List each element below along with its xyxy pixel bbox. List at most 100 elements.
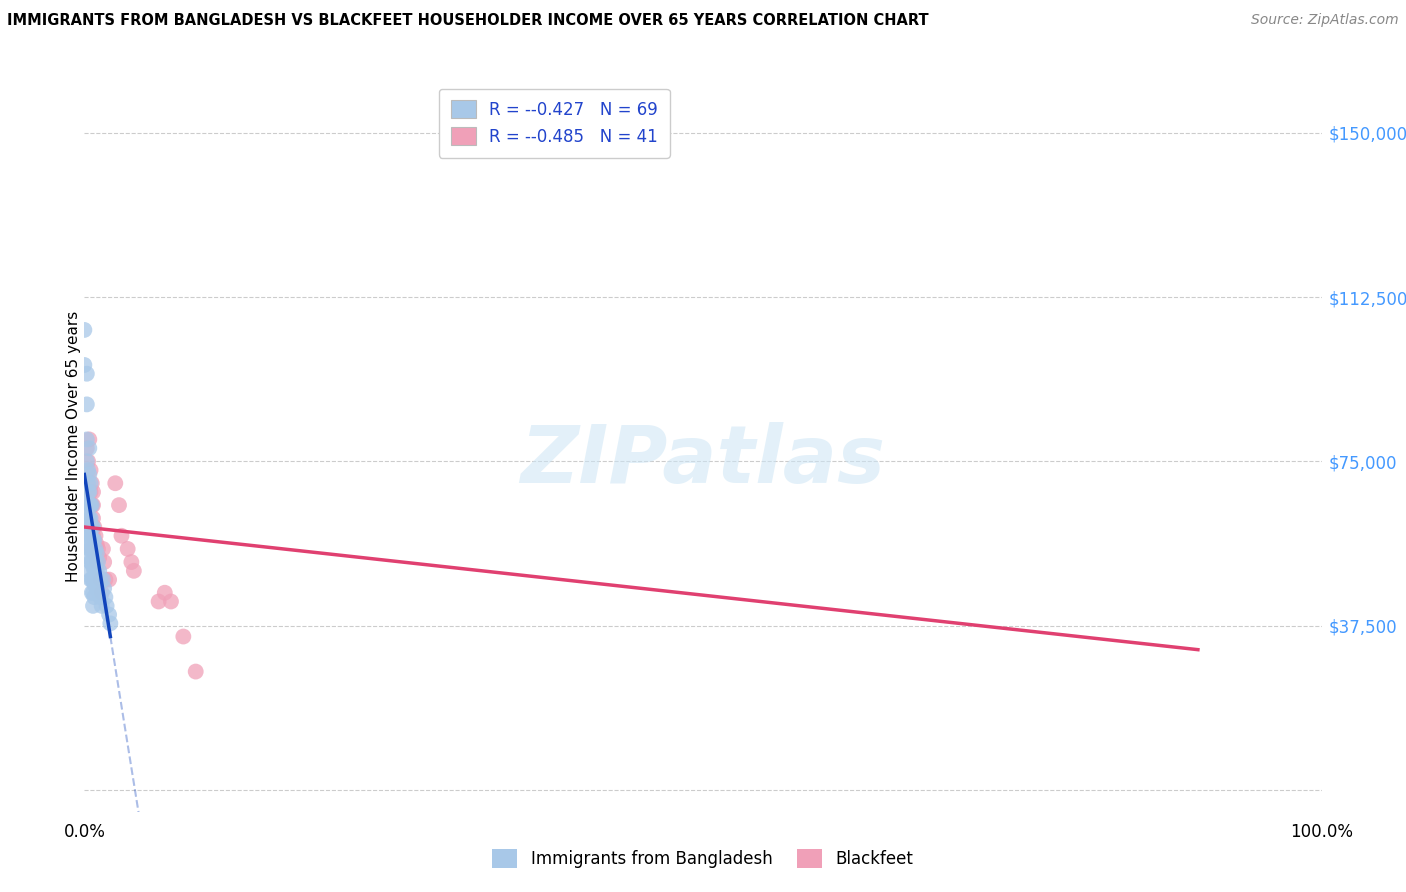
Point [79, 511, 101, 525]
Point [77, 463, 100, 477]
Point [79, 498, 101, 512]
Point [79, 541, 101, 556]
Point [83, 533, 105, 548]
Point [87, 555, 110, 569]
Point [86, 537, 108, 551]
Point [148, 594, 170, 608]
Point [89, 573, 111, 587]
Point [79, 476, 101, 491]
Point [80, 498, 103, 512]
Point [83, 564, 105, 578]
Point [91, 573, 114, 587]
Point [93, 555, 115, 569]
Text: ZIPatlas: ZIPatlas [520, 422, 886, 500]
Point [80, 555, 103, 569]
Point [76, 367, 98, 381]
Point [82, 520, 104, 534]
Point [89, 590, 111, 604]
Point [83, 546, 105, 560]
Point [160, 594, 183, 608]
Point [90, 599, 112, 613]
Text: Source: ZipAtlas.com: Source: ZipAtlas.com [1251, 13, 1399, 28]
Point [79, 498, 101, 512]
Point [79, 573, 101, 587]
Point [91, 541, 114, 556]
Point [77, 454, 100, 468]
Point [77, 476, 100, 491]
Point [79, 533, 101, 548]
Point [83, 590, 105, 604]
Point [82, 498, 104, 512]
Point [73, 358, 96, 372]
Point [80, 520, 103, 534]
Legend: Immigrants from Bangladesh, Blackfeet: Immigrants from Bangladesh, Blackfeet [485, 843, 921, 875]
Point [94, 573, 117, 587]
Point [86, 546, 108, 560]
Point [79, 520, 101, 534]
Point [84, 573, 107, 587]
Point [79, 541, 101, 556]
Point [89, 573, 111, 587]
Point [98, 607, 121, 622]
Point [77, 529, 100, 543]
Point [86, 564, 108, 578]
Point [98, 616, 121, 631]
Point [79, 498, 101, 512]
Point [84, 541, 107, 556]
Point [89, 550, 111, 565]
Point [80, 541, 103, 556]
Point [87, 541, 110, 556]
Point [86, 582, 108, 596]
Point [122, 564, 145, 578]
Point [82, 533, 104, 548]
Point [82, 585, 104, 599]
Point [80, 541, 103, 556]
Point [90, 585, 112, 599]
Point [104, 476, 127, 491]
Point [89, 564, 111, 578]
Point [77, 485, 100, 500]
Point [80, 520, 103, 534]
Point [82, 511, 104, 525]
Point [83, 520, 105, 534]
Point [77, 520, 100, 534]
Point [93, 582, 115, 596]
Point [80, 585, 103, 599]
Point [96, 599, 118, 613]
Point [77, 498, 100, 512]
Point [79, 511, 101, 525]
Point [79, 520, 101, 534]
Point [79, 550, 101, 565]
Point [80, 498, 103, 512]
Point [87, 573, 110, 587]
Point [79, 485, 101, 500]
Point [80, 533, 103, 548]
Point [84, 529, 107, 543]
Point [79, 433, 101, 447]
Point [76, 441, 98, 455]
Point [82, 529, 104, 543]
Point [82, 559, 104, 574]
Point [79, 485, 101, 500]
Point [79, 564, 101, 578]
Point [79, 555, 101, 569]
Point [110, 529, 132, 543]
Point [94, 590, 117, 604]
Point [82, 485, 104, 500]
Point [84, 541, 107, 556]
Point [80, 573, 103, 587]
Point [83, 533, 105, 548]
Point [153, 585, 176, 599]
Point [98, 573, 121, 587]
Point [89, 577, 111, 591]
Y-axis label: Householder Income Over 65 years: Householder Income Over 65 years [66, 310, 80, 582]
Point [76, 454, 98, 468]
Text: IMMIGRANTS FROM BANGLADESH VS BLACKFEET HOUSEHOLDER INCOME OVER 65 YEARS CORRELA: IMMIGRANTS FROM BANGLADESH VS BLACKFEET … [7, 13, 928, 29]
Point [84, 555, 107, 569]
Point [79, 463, 101, 477]
Point [120, 555, 142, 569]
Point [86, 555, 108, 569]
Legend: R = --0.427   N = 69, R = --0.485   N = 41: R = --0.427 N = 69, R = --0.485 N = 41 [439, 88, 669, 158]
Point [172, 630, 194, 644]
Point [82, 599, 104, 613]
